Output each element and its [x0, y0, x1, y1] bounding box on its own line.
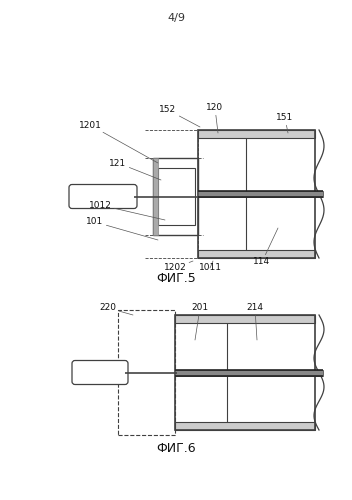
- Bar: [158, 168, 195, 225]
- Bar: [198, 130, 315, 138]
- FancyBboxPatch shape: [72, 360, 128, 384]
- Text: 201: 201: [191, 304, 209, 340]
- Bar: [175, 315, 315, 323]
- FancyBboxPatch shape: [69, 184, 137, 208]
- Text: 101: 101: [86, 218, 158, 240]
- Text: 220: 220: [100, 304, 133, 315]
- Text: 1012: 1012: [89, 200, 165, 220]
- Bar: [175, 370, 323, 376]
- Text: 1201: 1201: [78, 120, 158, 163]
- Text: 214: 214: [246, 304, 264, 340]
- Text: 1011: 1011: [199, 261, 221, 272]
- Bar: [198, 191, 323, 197]
- Text: 121: 121: [109, 158, 161, 180]
- Bar: [175, 315, 315, 430]
- Bar: [198, 130, 315, 258]
- Bar: [118, 310, 175, 435]
- Bar: [198, 250, 315, 258]
- Text: 120: 120: [206, 104, 224, 133]
- Text: 1202: 1202: [164, 261, 193, 272]
- Text: ФИГ.5: ФИГ.5: [156, 272, 196, 284]
- Text: 4/9: 4/9: [167, 13, 185, 23]
- Bar: [175, 422, 315, 430]
- Bar: [153, 158, 198, 235]
- Bar: [153, 158, 158, 235]
- Text: 152: 152: [159, 106, 200, 127]
- Text: 151: 151: [276, 114, 294, 133]
- Text: 114: 114: [253, 228, 278, 266]
- Text: ФИГ.6: ФИГ.6: [156, 442, 196, 454]
